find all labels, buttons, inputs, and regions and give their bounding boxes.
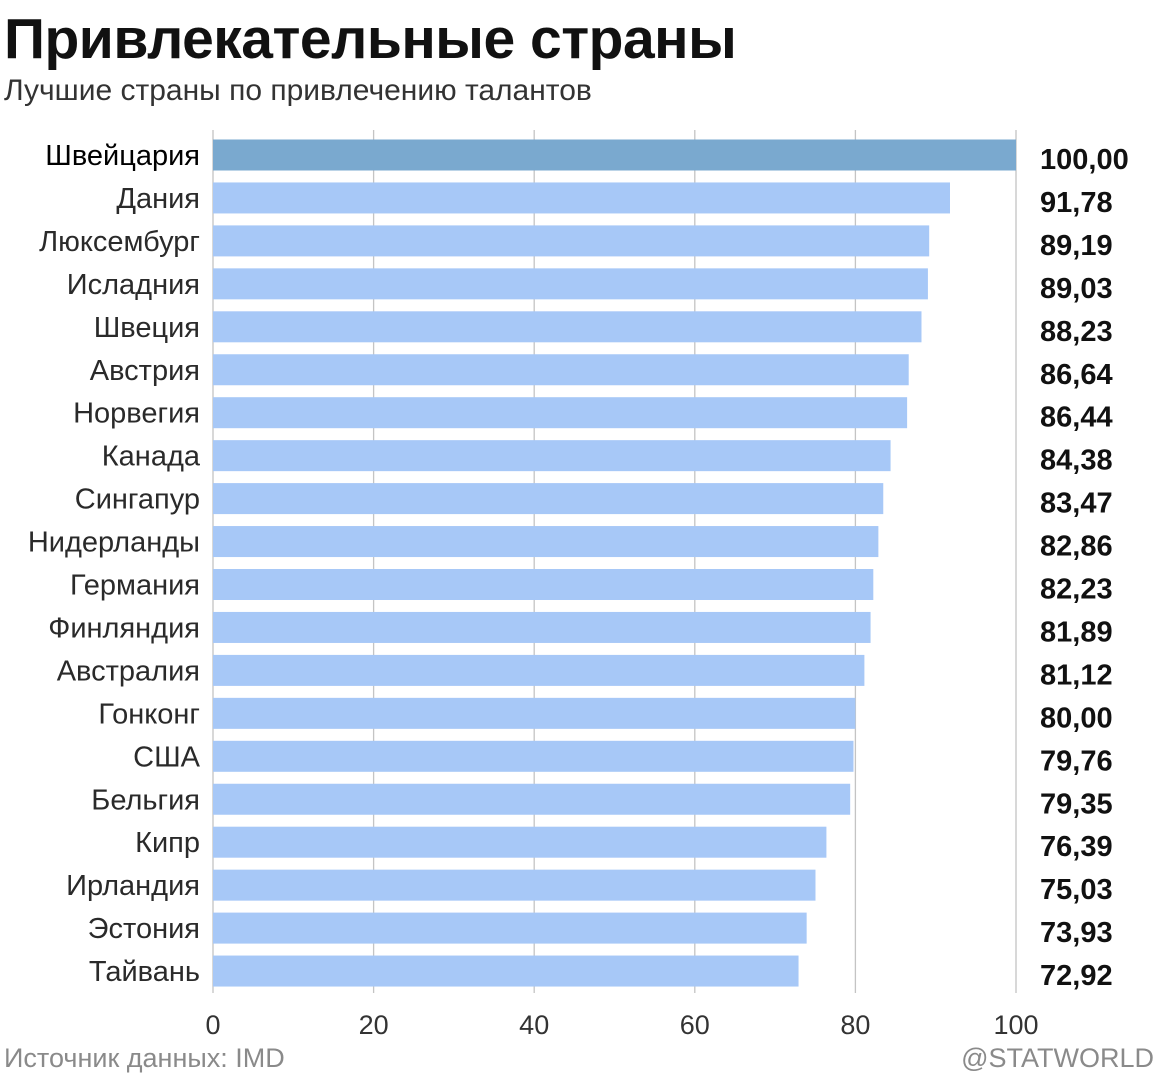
bar xyxy=(213,139,1016,171)
category-label: Австралия xyxy=(57,655,200,687)
bar xyxy=(213,182,950,214)
chart-subtitle: Лучшие страны по привлечению талантов xyxy=(4,74,592,107)
value-label: 89,19 xyxy=(1040,230,1113,262)
bar xyxy=(213,912,807,944)
category-label: Бельгия xyxy=(91,784,200,816)
category-label: Эстония xyxy=(88,913,200,945)
category-label: Нидерланды xyxy=(28,527,200,559)
category-label: Канада xyxy=(102,441,201,473)
chart-title: Привлекательные страны xyxy=(4,7,737,71)
value-label: 79,35 xyxy=(1040,788,1113,820)
category-label: Швеция xyxy=(94,312,200,344)
value-label: 84,38 xyxy=(1040,445,1113,477)
category-label: Люксембург xyxy=(39,226,200,258)
category-label: США xyxy=(133,741,201,773)
category-label: Ирландия xyxy=(66,870,200,902)
bar xyxy=(213,225,930,257)
bar xyxy=(213,311,922,343)
bar xyxy=(213,955,799,987)
category-label: Норвегия xyxy=(73,398,200,430)
value-label: 76,39 xyxy=(1040,831,1113,863)
bar xyxy=(213,268,928,300)
bar xyxy=(213,869,816,901)
bar xyxy=(213,354,909,386)
bar xyxy=(213,526,879,558)
category-label: Тайвань xyxy=(89,956,200,988)
bar xyxy=(213,826,827,858)
x-tick-label: 60 xyxy=(680,1010,710,1040)
category-label: Дания xyxy=(116,183,200,215)
bar xyxy=(213,654,865,686)
bar xyxy=(213,783,851,815)
bar xyxy=(213,697,856,729)
category-label: Германия xyxy=(70,570,200,602)
x-tick-label: 100 xyxy=(993,1010,1038,1040)
value-label: 80,00 xyxy=(1040,702,1113,734)
category-label: Швейцария xyxy=(45,140,200,172)
value-label: 83,47 xyxy=(1040,488,1113,520)
bar xyxy=(213,569,874,600)
value-label: 88,23 xyxy=(1040,316,1113,348)
x-tick-label: 0 xyxy=(205,1010,220,1040)
value-label: 79,76 xyxy=(1040,745,1113,777)
value-labels: 100,00 91,78 89,19 89,03 88,23 86,64 86,44 84,3… xyxy=(1040,144,1129,992)
value-label: 100,00 xyxy=(1040,144,1129,176)
value-label: 91,78 xyxy=(1040,187,1113,219)
x-tick-label: 40 xyxy=(519,1010,549,1040)
value-label: 82,23 xyxy=(1040,574,1113,606)
bar xyxy=(213,740,854,772)
x-tick-label: 20 xyxy=(359,1010,389,1040)
category-label: Австрия xyxy=(90,355,200,387)
bar xyxy=(213,397,908,429)
value-label: 89,03 xyxy=(1040,273,1113,305)
bar xyxy=(213,440,891,472)
category-label: Сингапур xyxy=(75,484,200,516)
x-tick-label: 80 xyxy=(840,1010,870,1040)
bar xyxy=(213,483,884,515)
value-label: 82,86 xyxy=(1040,531,1113,563)
x-axis-ticks: 0 20 40 60 80 100 xyxy=(205,1010,1038,1040)
brand-watermark: @STATWORLD xyxy=(961,1043,1154,1073)
category-label: Исладния xyxy=(67,269,200,301)
value-label: 81,12 xyxy=(1040,659,1113,691)
value-label: 72,92 xyxy=(1040,960,1113,992)
category-label: Финляндия xyxy=(48,612,200,644)
value-label: 81,89 xyxy=(1040,616,1113,648)
value-label: 73,93 xyxy=(1040,917,1113,949)
bars xyxy=(213,139,1016,987)
value-label: 75,03 xyxy=(1040,874,1113,906)
value-label: 86,44 xyxy=(1040,402,1113,434)
category-label: Гонконг xyxy=(98,698,200,730)
source-note: Источник данных: IMD xyxy=(4,1043,285,1073)
value-label: 86,64 xyxy=(1040,359,1113,391)
category-label: Кипр xyxy=(135,827,200,859)
grid-lines xyxy=(212,130,1017,993)
category-labels: Швейцария Дания Люксембург Исладния Швеция Ав… xyxy=(28,140,201,988)
bar xyxy=(213,611,871,643)
